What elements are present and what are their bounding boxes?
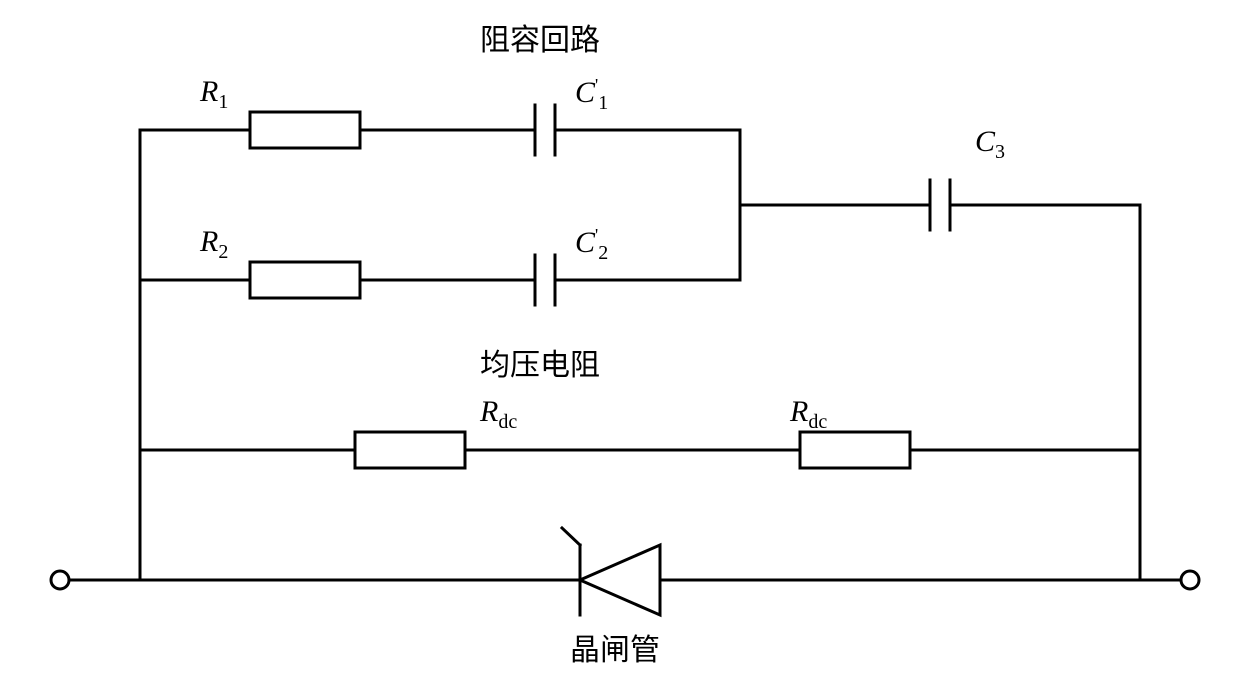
title-equalizing-resistor: 均压电阻 (480, 340, 600, 384)
label-c2: C'2 (575, 225, 608, 265)
label-rdc2: Rdc (790, 395, 827, 434)
label-c1: C'1 (575, 75, 608, 115)
title-rc-loop: 阻容回路 (480, 15, 600, 59)
circuit-diagram (0, 0, 1240, 676)
title-thyristor: 晶闸管 (570, 625, 660, 669)
label-r2: R2 (200, 225, 228, 264)
label-c3: C3 (975, 125, 1005, 164)
label-rdc1: Rdc (480, 395, 517, 434)
label-r1: R1 (200, 75, 228, 114)
